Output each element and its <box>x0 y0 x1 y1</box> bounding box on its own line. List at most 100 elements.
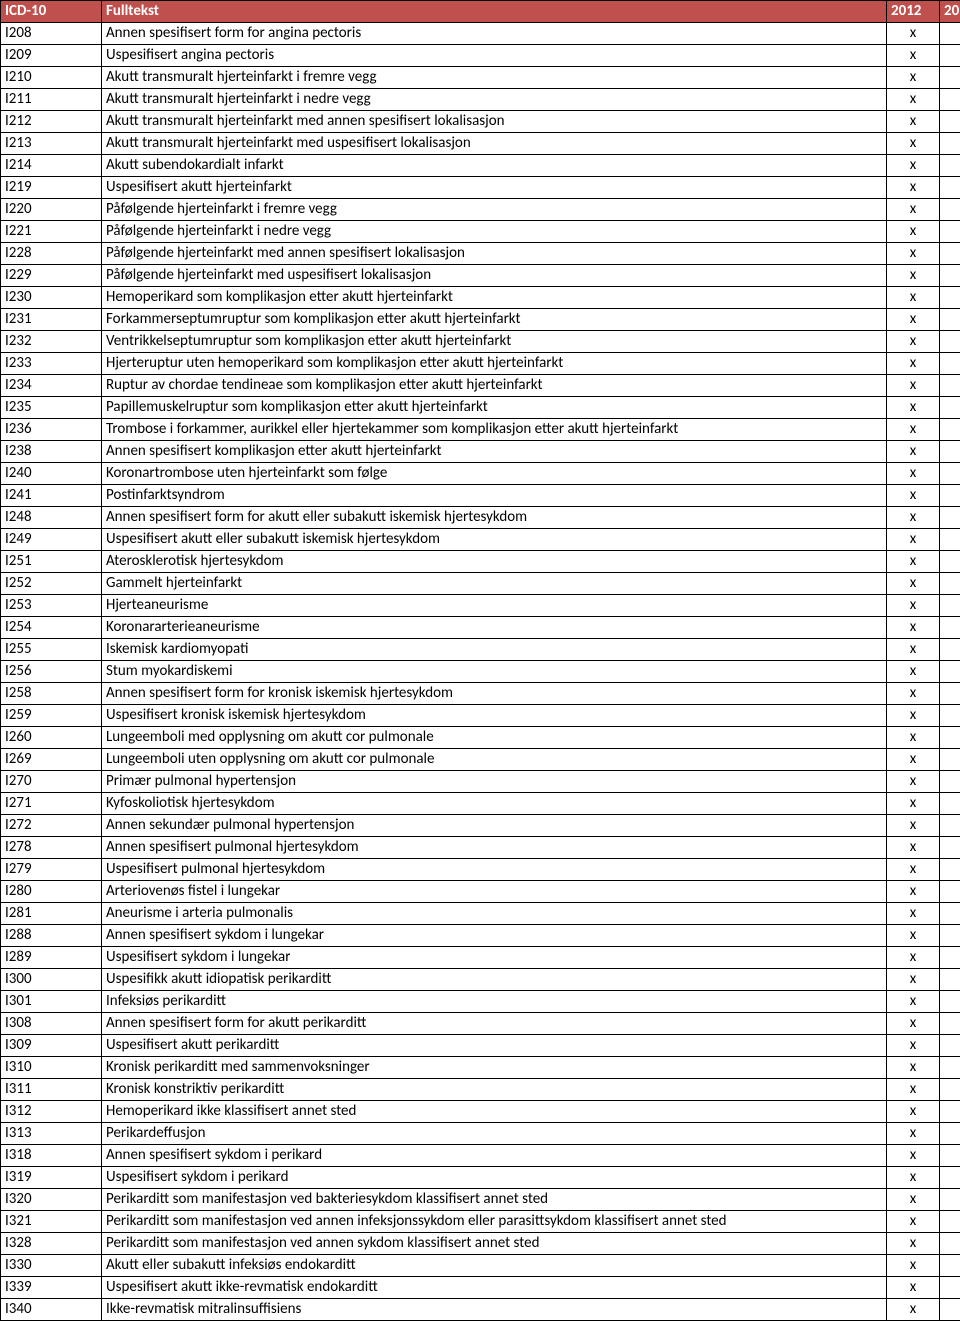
cell-code: I211 <box>1 89 102 111</box>
table-row: I269Lungeemboli uten opplysning om akutt… <box>1 749 960 771</box>
cell-2013: x <box>940 111 960 133</box>
cell-code: I321 <box>1 1211 102 1233</box>
cell-2012: x <box>887 969 940 991</box>
table-row: I308Annen spesifisert form for akutt per… <box>1 1013 960 1035</box>
cell-code: I311 <box>1 1079 102 1101</box>
cell-fulltext: Uspesifisert akutt perikarditt <box>102 1035 887 1057</box>
cell-2013: x <box>940 309 960 331</box>
cell-2013: x <box>940 177 960 199</box>
cell-2013: x <box>940 463 960 485</box>
cell-2012: x <box>887 1013 940 1035</box>
table-row: I301Infeksiøs perikardittxx <box>1 991 960 1013</box>
table-row: I255Iskemisk kardiomyopatixx <box>1 639 960 661</box>
cell-code: I248 <box>1 507 102 529</box>
table-row: I235Papillemuskelruptur som komplikasjon… <box>1 397 960 419</box>
cell-2013: x <box>940 969 960 991</box>
cell-code: I339 <box>1 1277 102 1299</box>
cell-2013: x <box>940 1277 960 1299</box>
cell-code: I330 <box>1 1255 102 1277</box>
cell-code: I228 <box>1 243 102 265</box>
cell-code: I208 <box>1 23 102 45</box>
cell-2013: x <box>940 1013 960 1035</box>
cell-fulltext: Akutt eller subakutt infeksiøs endokardi… <box>102 1255 887 1277</box>
cell-2013: x <box>940 639 960 661</box>
table-row: I312Hemoperikard ikke klassifisert annet… <box>1 1101 960 1123</box>
cell-code: I278 <box>1 837 102 859</box>
table-row: I300Uspesifikk akutt idiopatisk perikard… <box>1 969 960 991</box>
table-row: I213Akutt transmuralt hjerteinfarkt med … <box>1 133 960 155</box>
table-row: I272Annen sekundær pulmonal hypertensjon… <box>1 815 960 837</box>
cell-2012: x <box>887 925 940 947</box>
table-row: I211Akutt transmuralt hjerteinfarkt i ne… <box>1 89 960 111</box>
cell-fulltext: Iskemisk kardiomyopati <box>102 639 887 661</box>
cell-code: I231 <box>1 309 102 331</box>
cell-code: I280 <box>1 881 102 903</box>
cell-2012: x <box>887 507 940 529</box>
table-row: I339Uspesifisert akutt ikke-revmatisk en… <box>1 1277 960 1299</box>
cell-fulltext: Hjerteruptur uten hemoperikard som kompl… <box>102 353 887 375</box>
cell-2012: x <box>887 331 940 353</box>
cell-2013: x <box>940 705 960 727</box>
cell-fulltext: Akutt transmuralt hjerteinfarkt med uspe… <box>102 133 887 155</box>
table-row: I229Påfølgende hjerteinfarkt med uspesif… <box>1 265 960 287</box>
cell-2012: x <box>887 529 940 551</box>
table-row: I219Uspesifisert akutt hjerteinfarktxx <box>1 177 960 199</box>
table-row: I253Hjerteaneurismexx <box>1 595 960 617</box>
table-row: I233Hjerteruptur uten hemoperikard som k… <box>1 353 960 375</box>
cell-fulltext: Forkammerseptumruptur som komplikasjon e… <box>102 309 887 331</box>
cell-2013: x <box>940 859 960 881</box>
table-row: I280Arteriovenøs fistel i lungekarxx <box>1 881 960 903</box>
cell-code: I235 <box>1 397 102 419</box>
table-row: I318Annen spesifisert sykdom i perikardx… <box>1 1145 960 1167</box>
table-row: I258Annen spesifisert form for kronisk i… <box>1 683 960 705</box>
table-row: I241Postinfarktsyndromxx <box>1 485 960 507</box>
cell-fulltext: Akutt subendokardialt infarkt <box>102 155 887 177</box>
table-row: I230Hemoperikard som komplikasjon etter … <box>1 287 960 309</box>
cell-2012: x <box>887 309 940 331</box>
cell-2012: x <box>887 991 940 1013</box>
cell-2012: x <box>887 683 940 705</box>
cell-2012: x <box>887 441 940 463</box>
cell-2012: x <box>887 881 940 903</box>
cell-code: I251 <box>1 551 102 573</box>
cell-2012: x <box>887 1277 940 1299</box>
cell-fulltext: Annen spesifisert sykdom i lungekar <box>102 925 887 947</box>
cell-2012: x <box>887 89 940 111</box>
cell-2013: x <box>940 1101 960 1123</box>
cell-2012: x <box>887 111 940 133</box>
cell-2013: x <box>940 1145 960 1167</box>
cell-fulltext: Annen spesifisert form for akutt eller s… <box>102 507 887 529</box>
cell-2013: x <box>940 793 960 815</box>
cell-fulltext: Primær pulmonal hypertensjon <box>102 771 887 793</box>
cell-code: I269 <box>1 749 102 771</box>
cell-2013: x <box>940 1211 960 1233</box>
cell-2012: x <box>887 221 940 243</box>
cell-code: I256 <box>1 661 102 683</box>
cell-fulltext: Annen spesifisert sykdom i perikard <box>102 1145 887 1167</box>
cell-code: I213 <box>1 133 102 155</box>
cell-fulltext: Lungeemboli med opplysning om akutt cor … <box>102 727 887 749</box>
cell-code: I253 <box>1 595 102 617</box>
cell-2012: x <box>887 463 940 485</box>
cell-2013: x <box>940 1233 960 1255</box>
icd10-table: ICD-10 Fulltekst 2012 2013 I208Annen spe… <box>0 0 960 1321</box>
cell-2012: x <box>887 1123 940 1145</box>
cell-2013: x <box>940 199 960 221</box>
cell-2012: x <box>887 749 940 771</box>
cell-2012: x <box>887 661 940 683</box>
cell-fulltext: Perikarditt som manifestasjon ved bakter… <box>102 1189 887 1211</box>
cell-2012: x <box>887 947 940 969</box>
table-body: I208Annen spesifisert form for angina pe… <box>1 23 960 1321</box>
cell-fulltext: Uspesifisert sykdom i perikard <box>102 1167 887 1189</box>
cell-fulltext: Uspesifisert kronisk iskemisk hjertesykd… <box>102 705 887 727</box>
table-row: I209Uspesifisert angina pectorisxx <box>1 45 960 67</box>
cell-code: I260 <box>1 727 102 749</box>
cell-code: I270 <box>1 771 102 793</box>
cell-2013: x <box>940 1299 960 1321</box>
cell-2013: x <box>940 1167 960 1189</box>
cell-2013: x <box>940 45 960 67</box>
table-row: I260Lungeemboli med opplysning om akutt … <box>1 727 960 749</box>
cell-fulltext: Annen spesifisert form for angina pector… <box>102 23 887 45</box>
cell-fulltext: Perikardeffusjon <box>102 1123 887 1145</box>
table-row: I271Kyfoskoliotisk hjertesykdomxx <box>1 793 960 815</box>
